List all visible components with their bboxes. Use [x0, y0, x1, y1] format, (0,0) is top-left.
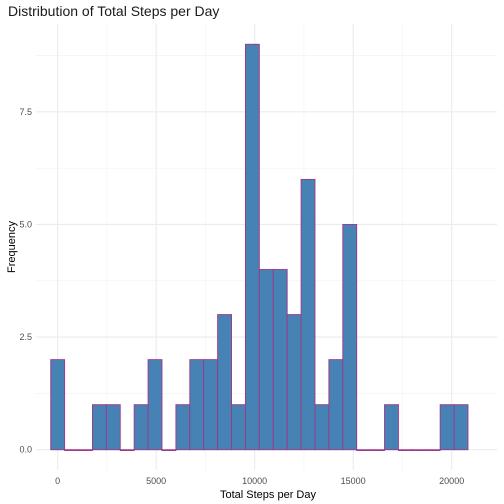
histogram-bar-8: [161, 449, 177, 451]
histogram-bar-28: [439, 404, 455, 451]
histogram-bar-21: [342, 224, 358, 451]
histogram-bar-3: [91, 404, 107, 451]
x-tick-label-4: 20000: [439, 476, 464, 486]
y-axis-ticks: 0.0 2.5 5.0 7.5: [19, 107, 32, 455]
histogram-bar-22: [356, 449, 372, 451]
y-axis-label: Frequency: [6, 221, 18, 273]
histogram-bar-27: [425, 449, 441, 451]
histogram-bar-18: [300, 178, 316, 451]
histogram-bar-1: [64, 449, 79, 451]
histogram-bar-19: [314, 404, 330, 451]
histogram-bar-0: [50, 359, 66, 451]
histogram-bar-7: [147, 359, 163, 451]
x-tick-label-3: 15000: [341, 476, 366, 486]
x-tick-label-2: 10000: [242, 476, 267, 486]
histogram-bars: [50, 43, 469, 451]
y-tick-label-2: 5.0: [19, 219, 32, 229]
histogram-bar-9: [175, 404, 191, 451]
histogram-bar-20: [328, 359, 344, 451]
x-tick-label-1: 5000: [146, 476, 166, 486]
histogram-bar-25: [397, 449, 413, 451]
histogram-bar-2: [78, 449, 93, 451]
chart-title: Distribution of Total Steps per Day: [8, 3, 220, 19]
histogram-bar-4: [105, 404, 121, 451]
histogram-bar-23: [370, 449, 385, 451]
histogram-bar-6: [133, 404, 149, 451]
histogram-bar-29: [453, 404, 469, 451]
y-tick-label-1: 2.5: [19, 332, 32, 342]
y-tick-label-0: 0.0: [19, 445, 32, 455]
histogram-bar-26: [411, 449, 427, 451]
histogram-bar-10: [189, 359, 205, 451]
histogram-bar-5: [119, 449, 135, 451]
histogram-bar-11: [203, 359, 219, 451]
histogram-bar-17: [286, 314, 302, 451]
y-tick-label-3: 7.5: [19, 107, 32, 117]
histogram-bar-14: [244, 43, 260, 451]
x-axis-label: Total Steps per Day: [220, 489, 316, 501]
histogram-bar-15: [258, 269, 274, 451]
histogram-bar-24: [384, 404, 399, 451]
histogram-bar-12: [217, 314, 232, 451]
x-axis-ticks: 0 5000 10000 15000 20000: [55, 476, 464, 486]
histogram-bar-16: [272, 269, 288, 451]
x-tick-label-0: 0: [55, 476, 60, 486]
histogram-bar-13: [231, 404, 246, 451]
